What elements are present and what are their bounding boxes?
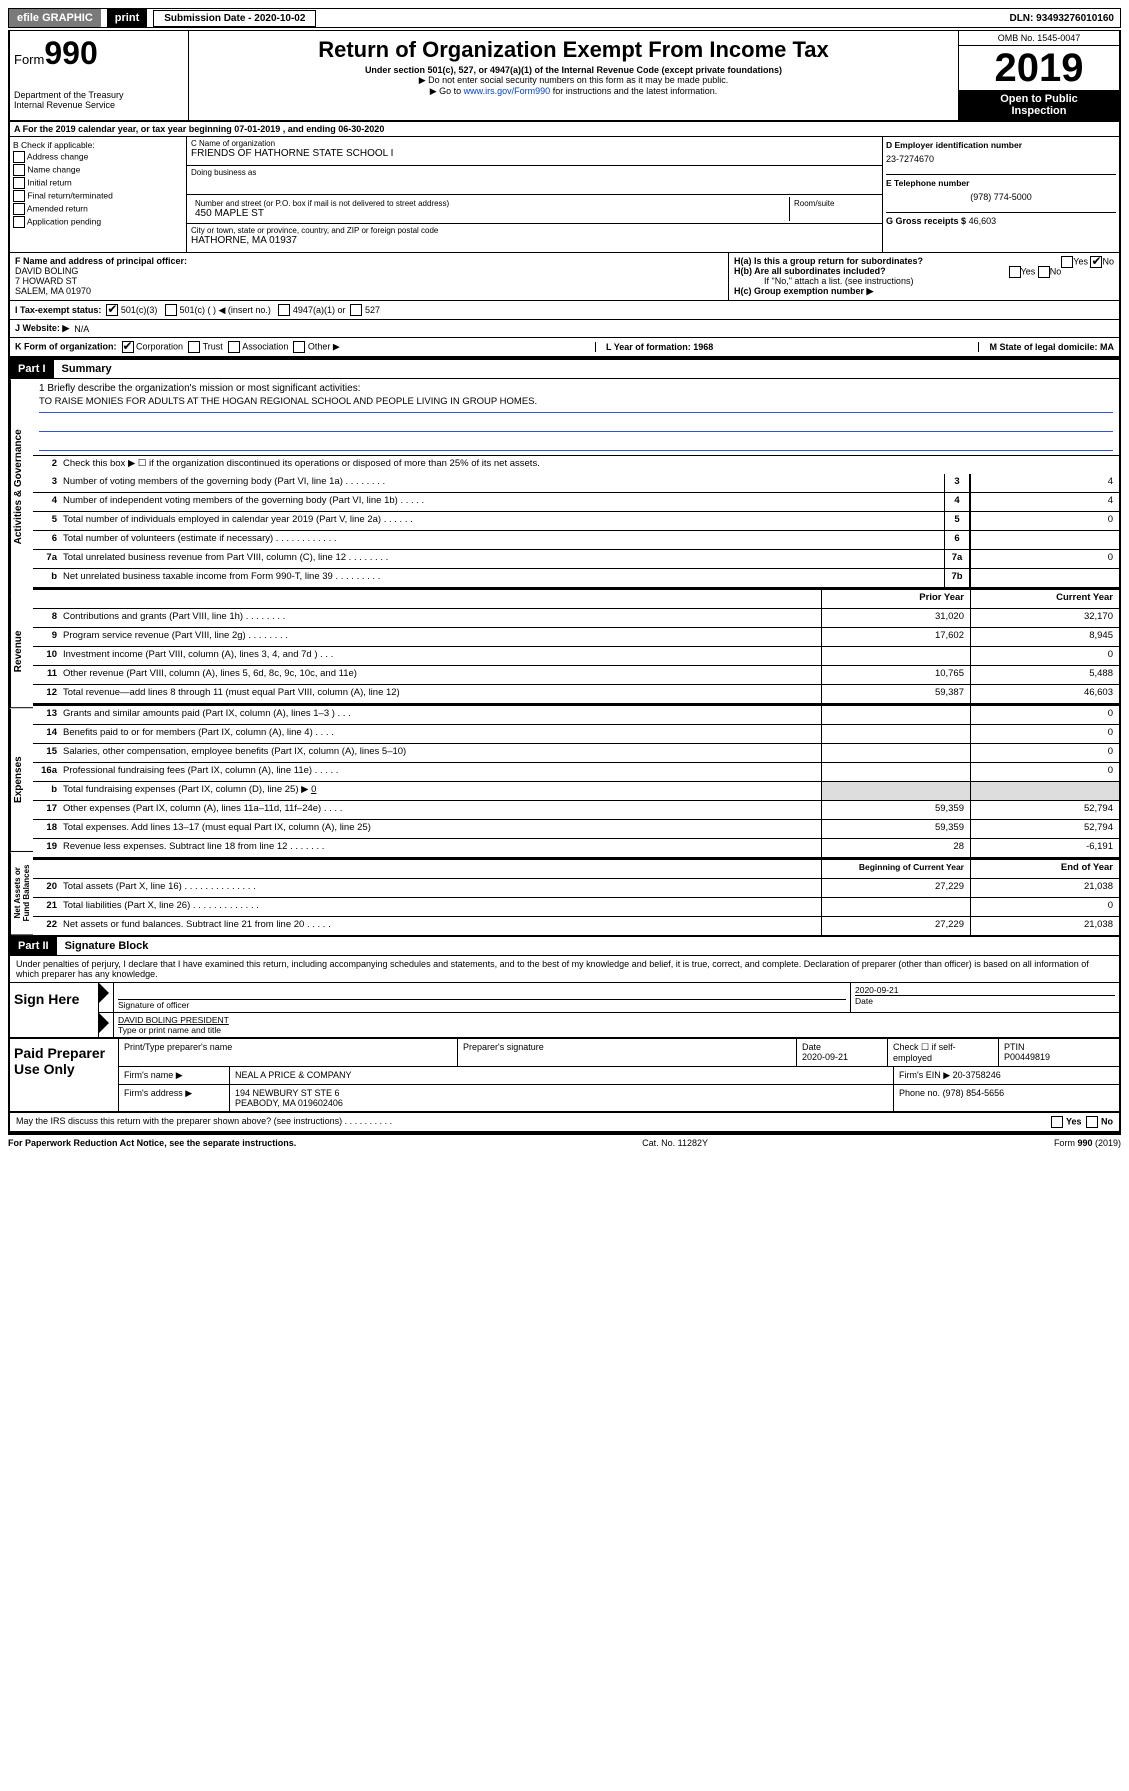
form-id: Form 990 (2019) — [1054, 1138, 1121, 1148]
cb-final-return[interactable] — [13, 190, 25, 202]
sign-here-block: Sign Here Signature of officer 2020-09-2… — [8, 983, 1121, 1039]
cb-corp[interactable] — [122, 341, 134, 353]
k-row: K Form of organization: Corporation Trus… — [8, 338, 1121, 358]
state-domicile: M State of legal domicile: MA — [989, 342, 1114, 352]
tax-exempt-status: I Tax-exempt status: 501(c)(3) 501(c) ( … — [8, 301, 1121, 320]
val-4: 4 — [970, 493, 1119, 511]
col-b-checkboxes: B Check if applicable: Address change Na… — [10, 137, 187, 252]
dln: DLN: 93493276010160 — [1009, 13, 1120, 24]
cb-hb-yes[interactable] — [1009, 266, 1021, 278]
cb-ha-yes[interactable] — [1061, 256, 1073, 268]
perjury-text: Under penalties of perjury, I declare th… — [8, 956, 1121, 983]
form-number: Form990 — [14, 35, 184, 72]
cb-initial-return[interactable] — [13, 177, 25, 189]
telephone: (978) 774-5000 — [886, 192, 1116, 202]
ssn-note: ▶ Do not enter social security numbers o… — [195, 75, 952, 86]
tab-revenue: Revenue — [10, 595, 33, 708]
sign-here-label: Sign Here — [10, 983, 99, 1037]
cb-discuss-yes[interactable] — [1051, 1116, 1063, 1128]
firm-addr1: 194 NEWBURY ST STE 6 — [235, 1088, 340, 1098]
arrow-icon — [99, 983, 109, 1003]
summary-body: Activities & Governance Revenue Expenses… — [8, 379, 1121, 937]
firm-ein: 20-3758246 — [953, 1070, 1001, 1080]
prep-date: 2020-09-21 — [802, 1052, 848, 1062]
col-c-name-addr: C Name of organization FRIENDS OF HATHOR… — [187, 137, 882, 252]
ein: 23-7274670 — [886, 154, 1116, 164]
print-button[interactable]: print — [107, 9, 147, 27]
fgh-row: F Name and address of principal officer:… — [8, 253, 1121, 301]
form-header: Form990 Department of the Treasury Inter… — [8, 30, 1121, 122]
cb-hb-no[interactable] — [1038, 266, 1050, 278]
hdr-end: End of Year — [970, 860, 1119, 878]
cb-527[interactable] — [350, 304, 362, 316]
mission-block: 1 Briefly describe the organization's mi… — [33, 379, 1119, 456]
tab-expenses: Expenses — [10, 709, 33, 852]
cb-501c[interactable] — [165, 304, 177, 316]
city-state-zip: HATHORNE, MA 01937 — [191, 235, 878, 246]
open-inspection: Open to PublicInspection — [959, 90, 1119, 120]
hdr-current-year: Current Year — [970, 590, 1119, 608]
cb-501c3[interactable] — [106, 304, 118, 316]
firm-name: NEAL A PRICE & COMPANY — [230, 1067, 894, 1084]
year-formation: L Year of formation: 1968 — [606, 342, 713, 352]
arrow-icon — [99, 1013, 109, 1033]
val-6 — [970, 531, 1119, 549]
gross-receipts: 46,603 — [969, 216, 997, 226]
tax-year: 2019 — [959, 46, 1119, 90]
form-title: Return of Organization Exempt From Incom… — [195, 37, 952, 63]
tab-net-assets: Net Assets or Fund Balances — [10, 852, 33, 935]
hdr-beginning: Beginning of Current Year — [821, 860, 970, 878]
val-7b — [970, 569, 1119, 587]
cb-application-pending[interactable] — [13, 216, 25, 228]
cb-address-change[interactable] — [13, 151, 25, 163]
entity-block: B Check if applicable: Address change Na… — [8, 137, 1121, 253]
firm-addr2: PEABODY, MA 019602406 — [235, 1098, 343, 1108]
topbar: efile GRAPHIC print Submission Date - 20… — [8, 8, 1121, 28]
cb-trust[interactable] — [188, 341, 200, 353]
irs-link[interactable]: www.irs.gov/Form990 — [464, 86, 551, 96]
goto-note: ▶ Go to www.irs.gov/Form990 for instruct… — [195, 86, 952, 97]
cb-ha-no[interactable] — [1090, 256, 1102, 268]
cb-amended[interactable] — [13, 203, 25, 215]
principal-officer: F Name and address of principal officer:… — [10, 253, 729, 300]
efile-button[interactable]: efile GRAPHIC — [9, 9, 101, 27]
street-address: 450 MAPLE ST — [195, 208, 785, 219]
discuss-row: May the IRS discuss this return with the… — [8, 1113, 1121, 1133]
cb-4947[interactable] — [278, 304, 290, 316]
part2-header: Part II Signature Block — [8, 937, 1121, 956]
officer-name: DAVID BOLING PRESIDENT — [118, 1015, 1115, 1025]
firm-phone: (978) 854-5656 — [943, 1088, 1005, 1098]
sign-date: 2020-09-21 — [855, 985, 1115, 995]
cb-name-change[interactable] — [13, 164, 25, 176]
paid-preparer-label: Paid Preparer Use Only — [10, 1039, 119, 1111]
val-7a: 0 — [970, 550, 1119, 568]
omb-number: OMB No. 1545-0047 — [959, 31, 1119, 46]
form-subtitle: Under section 501(c), 527, or 4947(a)(1)… — [195, 65, 952, 75]
page-footer: For Paperwork Reduction Act Notice, see … — [8, 1133, 1121, 1151]
submission-date: Submission Date - 2020-10-02 — [153, 10, 316, 27]
website: N/A — [74, 324, 89, 334]
dept-treasury: Department of the Treasury Internal Reve… — [14, 90, 184, 110]
tab-activities-governance: Activities & Governance — [10, 379, 33, 595]
mission-text: TO RAISE MONIES FOR ADULTS AT THE HOGAN … — [39, 394, 1113, 413]
cb-discuss-no[interactable] — [1086, 1116, 1098, 1128]
paid-preparer-block: Paid Preparer Use Only Print/Type prepar… — [8, 1039, 1121, 1113]
ptin: P00449819 — [1004, 1052, 1050, 1062]
cb-other[interactable] — [293, 341, 305, 353]
org-name: FRIENDS OF HATHORNE STATE SCHOOL I — [191, 148, 878, 159]
val-3: 4 — [970, 474, 1119, 492]
hdr-prior-year: Prior Year — [821, 590, 970, 608]
part1-header: Part I Summary — [8, 358, 1121, 379]
website-row: J Website: ▶ N/A — [8, 320, 1121, 338]
val-5: 0 — [970, 512, 1119, 530]
cb-assoc[interactable] — [228, 341, 240, 353]
col-d-ein-phone: D Employer identification number 23-7274… — [882, 137, 1119, 252]
section-a-year: A For the 2019 calendar year, or tax yea… — [8, 122, 1121, 137]
group-return: H(a) Is this a group return for subordin… — [729, 253, 1119, 300]
